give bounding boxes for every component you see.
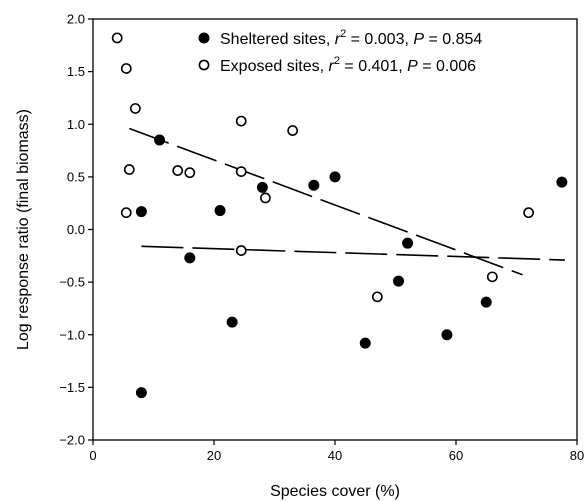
axis-ticks: 0 20 40 60 80 −2.0 −1.5 −1.0 −0.5 0.0 0.5 1.0 1.5 2.0 (59, 12, 584, 464)
exposed-point (287, 125, 299, 136)
exposed-point (184, 167, 196, 179)
exposed-point (129, 103, 141, 114)
sheltered-point (329, 171, 341, 183)
exposed-legend-label: Exposed sites, r2 = 0.401, P = 0.006 (220, 55, 476, 75)
exposed-point (111, 32, 123, 44)
y-tick-label: 1.0 (67, 117, 85, 132)
y-tick-label: 0.5 (67, 169, 85, 184)
x-tick-label: 80 (570, 448, 584, 463)
sheltered-legend-marker (198, 32, 210, 44)
y-tick-label: −0.5 (59, 275, 85, 290)
sheltered-legend-label: Sheltered sites, r2 = 0.003, P = 0.854 (220, 28, 482, 48)
sheltered-point (214, 205, 226, 217)
exposed-point (371, 291, 383, 303)
x-tick-label: 40 (328, 448, 342, 463)
sheltered-point (154, 134, 166, 146)
sheltered-point (393, 275, 405, 287)
sheltered-point (441, 329, 453, 341)
x-tick-label: 0 (89, 448, 96, 463)
sheltered-point (402, 237, 414, 249)
exposed-trend-line (129, 127, 523, 276)
y-tick-label: 0.0 (67, 222, 85, 237)
exposed-point (123, 164, 135, 175)
sheltered-point (359, 337, 371, 349)
exposed-point (260, 192, 271, 204)
sheltered-point (256, 181, 268, 193)
sheltered-point (184, 252, 196, 264)
y-axis-title: Log response ratio (final biomass) (15, 109, 32, 350)
exposed-point (235, 245, 247, 256)
sheltered-point (480, 296, 492, 308)
exposed-point (120, 63, 132, 74)
sheltered-point (556, 176, 568, 188)
data-points (111, 32, 568, 399)
y-tick-label: 2.0 (67, 12, 85, 27)
y-tick-label: 1.5 (67, 64, 85, 79)
plot-frame (92, 18, 578, 441)
sheltered-point (226, 316, 238, 328)
y-tick-label: −2.0 (59, 433, 85, 448)
sheltered-trend-line (141, 245, 565, 261)
y-tick-label: −1.0 (59, 327, 85, 342)
legend: Sheltered sites, r2 = 0.003, P = 0.854 Ex… (198, 28, 482, 75)
sheltered-point (135, 206, 147, 218)
x-tick-label: 20 (207, 448, 221, 463)
exposed-legend-marker (198, 59, 210, 71)
exposed-point (120, 207, 132, 219)
exposed-point (235, 166, 247, 178)
sheltered-point (135, 387, 147, 399)
exposed-point (486, 271, 498, 283)
exposed-point (235, 115, 247, 127)
exposed-point (523, 207, 534, 219)
trend-lines (129, 127, 565, 276)
exposed-point (172, 165, 184, 176)
y-tick-label: −1.5 (59, 380, 85, 395)
sheltered-point (308, 179, 320, 191)
x-axis-title: Species cover (%) (270, 483, 400, 500)
x-tick-label: 60 (449, 448, 463, 463)
